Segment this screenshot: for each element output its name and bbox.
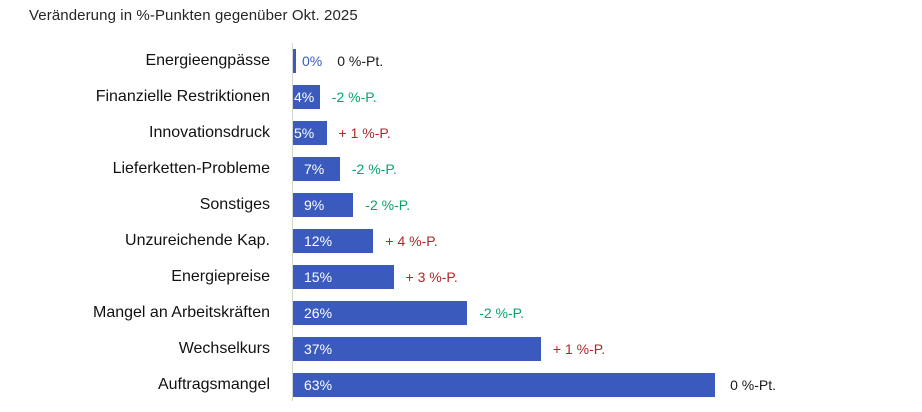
chart-row: Unzureichende Kap. 12% + 4 %-P. [0,223,922,259]
category-label: Lieferketten-Probleme [112,160,270,177]
category-label: Energiepreise [171,268,270,285]
value-label: 15% [304,269,333,285]
chart-row: Finanzielle Restriktionen 4% -2 %-P. [0,79,922,115]
bar: 12% [293,229,374,253]
chart-row: Energiepreise 15% + 3 %-P. [0,259,922,295]
change-label: -2 %-P. [331,89,377,105]
value-label: 63% [304,377,333,393]
change-label: + 3 %-P. [405,269,458,285]
bar-area: 12% + 4 %-P. [292,223,922,259]
value-label: 5% [294,125,315,141]
change-label: + 1 %-P. [552,341,606,357]
chart-rows: Energieengpässe 0% 0 %-Pt. Finanzielle R… [0,43,922,403]
bar: 4% [293,85,320,109]
bar-area: 15% + 3 %-P. [292,259,922,295]
change-label: -2 %-P. [479,305,525,321]
bar-area: 0% 0 %-Pt. [292,43,922,79]
chart-row: Auftragsmangel 63% 0 %-Pt. [0,367,922,403]
bar-area: 4% -2 %-P. [292,79,922,115]
bar-area: 37% + 1 %-P. [292,331,922,367]
change-label: + 1 %-P. [338,125,391,141]
chart-row: Innovationsdruck 5% + 1 %-P. [0,115,922,151]
category-label: Energieengpässe [145,52,270,69]
bar-area: 5% + 1 %-P. [292,115,922,151]
value-label: 7% [304,161,325,177]
value-label: 0% [302,53,323,69]
bar [293,49,296,73]
chart-row: Wechselkurs 37% + 1 %-P. [0,331,922,367]
vertical-axis-line [292,43,293,401]
change-label: + 4 %-P. [385,233,438,249]
bar-area: 26% -2 %-P. [292,295,922,331]
bar: 63% [293,373,716,397]
category-label: Auftragsmangel [157,376,270,393]
bar-area: 63% 0 %-Pt. [292,367,922,403]
change-label: 0 %-Pt. [337,53,384,69]
change-label: 0 %-Pt. [730,377,776,393]
bar-area: 7% -2 %-P. [292,151,922,187]
category-label: Sonstiges [199,196,270,213]
bar: 7% [293,157,340,181]
value-label: 37% [304,341,333,357]
bar: 9% [293,193,354,217]
value-label: 4% [294,89,315,105]
bar-area: 9% -2 %-P. [292,187,922,223]
chart-row: Energieengpässe 0% 0 %-Pt. [0,43,922,79]
category-label: Wechselkurs [178,340,270,357]
bar: 26% [293,301,468,325]
chart-row: Mangel an Arbeitskräften 26% -2 %-P. [0,295,922,331]
value-label: 26% [304,305,333,321]
change-label: -2 %-P. [365,197,411,213]
value-label: 9% [304,197,325,213]
category-label: Innovationsdruck [149,124,270,141]
bar: 15% [293,265,394,289]
change-label: -2 %-P. [351,161,397,177]
category-label: Finanzielle Restriktionen [95,88,270,105]
chart-row: Lieferketten-Probleme 7% -2 %-P. [0,151,922,187]
category-label: Mangel an Arbeitskräften [93,304,270,321]
bar: 37% [293,337,541,361]
bar: 5% [293,121,327,145]
category-label: Unzureichende Kap. [125,232,270,249]
plot-area: Energieengpässe 0% 0 %-Pt. Finanzielle R… [0,43,922,403]
chart-title: Veränderung in %-Punkten gegenüber Okt. … [29,7,358,24]
chart-row: Sonstiges 9% -2 %-P. [0,187,922,223]
value-label: 12% [304,233,333,249]
